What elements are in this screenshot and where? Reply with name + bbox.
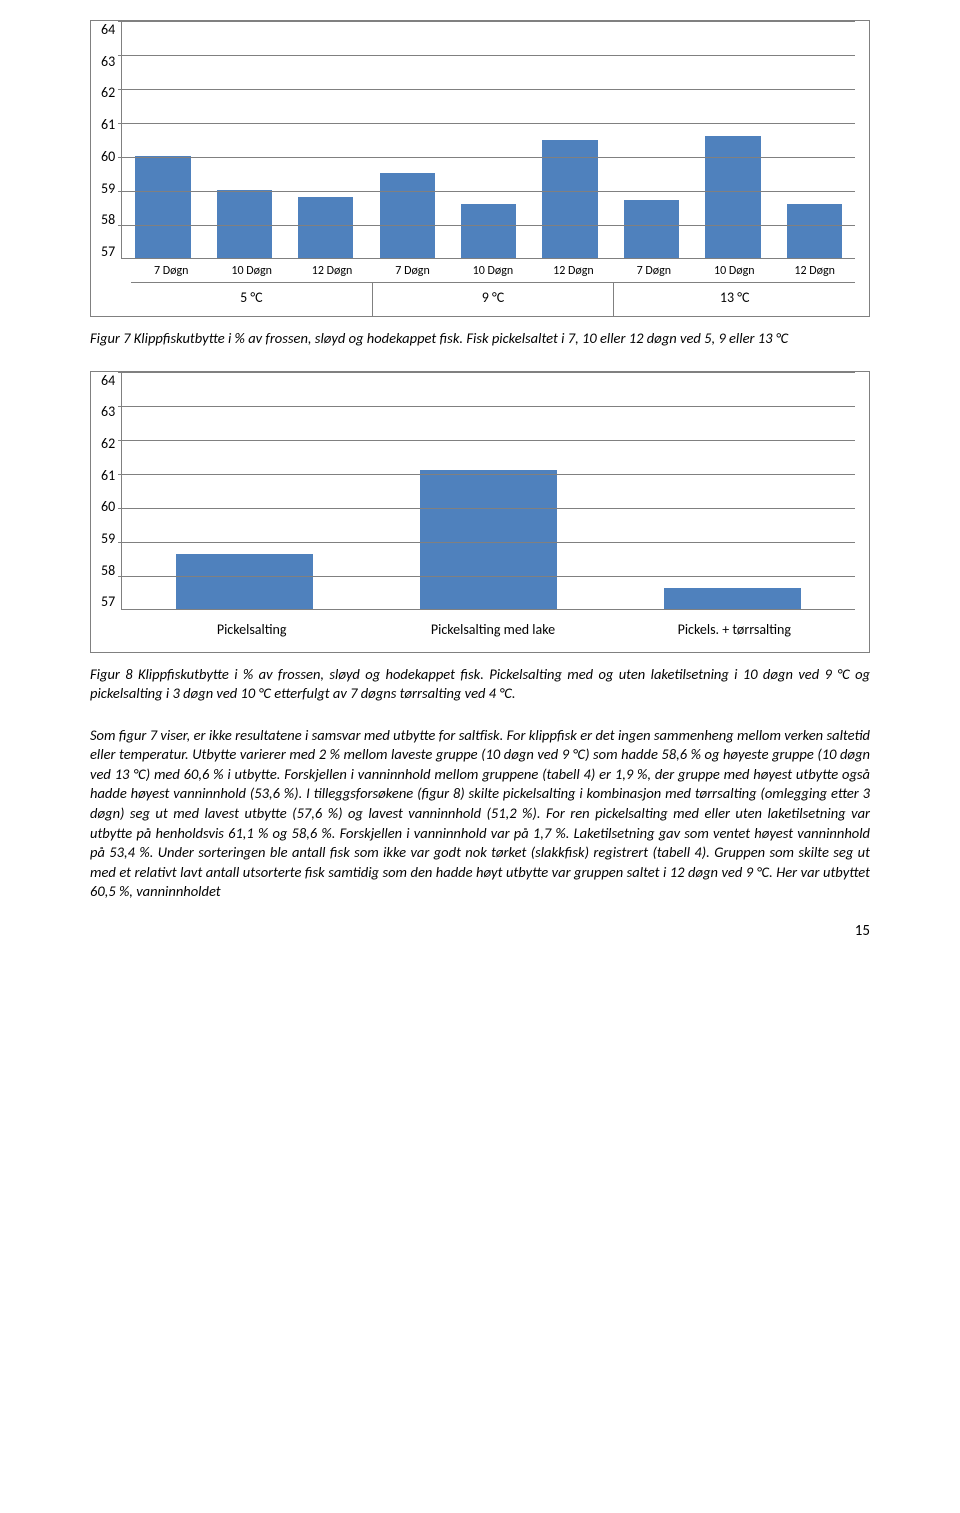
gridline xyxy=(118,21,855,22)
bar-slot xyxy=(611,21,692,258)
bar xyxy=(624,200,679,258)
y-tick-label: 58 xyxy=(101,564,115,578)
body-paragraph: Som figur 7 viser, er ikke resultatene i… xyxy=(90,726,870,902)
bar-slot xyxy=(204,21,285,258)
y-tick-label: 63 xyxy=(101,405,115,419)
bar-slot xyxy=(122,372,366,609)
x-label: 12 Døgn xyxy=(292,259,372,282)
figure-7-caption: Figur 7 Klippfiskutbytte i % av frossen,… xyxy=(90,329,870,349)
x-label: 7 Døgn xyxy=(131,259,211,282)
chart-1-x-labels: 7 Døgn10 Døgn12 Døgn7 Døgn10 Døgn12 Døgn… xyxy=(131,259,855,282)
chart-1-y-axis: 64 63 62 61 60 59 58 57 xyxy=(91,21,121,259)
y-tick-label: 57 xyxy=(101,245,115,259)
bar-slot xyxy=(448,21,529,258)
chart-2-plot xyxy=(121,372,855,610)
gridline xyxy=(118,508,855,509)
bar-slot xyxy=(366,372,610,609)
x-label: Pickels. + tørrsalting xyxy=(614,610,855,652)
x-label: Pickelsalting xyxy=(131,610,372,652)
gridline xyxy=(118,474,855,475)
chart-1: 6463626160595857 7 Døgn10 Døgn12 Døgn7 D… xyxy=(90,20,870,317)
bar xyxy=(705,136,760,258)
gridline xyxy=(118,372,855,373)
bar xyxy=(298,197,353,258)
y-tick-label: 62 xyxy=(101,86,115,100)
y-tick-label: 62 xyxy=(101,437,115,451)
x-label: 12 Døgn xyxy=(775,259,855,282)
gridline xyxy=(118,576,855,577)
chart-1-plot xyxy=(121,21,855,259)
gridline xyxy=(118,191,855,192)
y-tick-label: 64 xyxy=(101,374,115,388)
bar-slot xyxy=(692,21,773,258)
bar-slot xyxy=(366,21,447,258)
bar xyxy=(135,156,190,258)
gridline xyxy=(118,225,855,226)
x-label: 7 Døgn xyxy=(614,259,694,282)
y-tick-label: 60 xyxy=(101,500,115,514)
x-label: 12 Døgn xyxy=(533,259,613,282)
bar xyxy=(420,470,557,609)
y-tick-label: 61 xyxy=(101,469,115,483)
y-tick-label: 58 xyxy=(101,213,115,227)
gridline xyxy=(118,123,855,124)
gridline xyxy=(118,89,855,90)
x-label: 7 Døgn xyxy=(372,259,452,282)
x-label: 10 Døgn xyxy=(211,259,291,282)
bar-slot xyxy=(285,21,366,258)
group-label: 9 °C xyxy=(373,283,615,316)
bar-slot xyxy=(122,21,203,258)
y-tick-label: 64 xyxy=(101,23,115,37)
bar xyxy=(461,204,516,258)
bar-slot xyxy=(529,21,610,258)
gridline xyxy=(118,440,855,441)
bar xyxy=(176,554,313,608)
group-label: 13 °C xyxy=(614,283,855,316)
group-label: 5 °C xyxy=(131,283,373,316)
y-tick-label: 63 xyxy=(101,55,115,69)
y-tick-label: 59 xyxy=(101,532,115,546)
chart-2-x-labels: PickelsaltingPickelsalting med lakePicke… xyxy=(131,610,855,652)
y-tick-label: 60 xyxy=(101,150,115,164)
figure-8-caption: Figur 8 Klippfiskutbytte i % av frossen,… xyxy=(90,665,870,704)
bar-slot xyxy=(774,21,855,258)
y-tick-label: 59 xyxy=(101,182,115,196)
x-label: Pickelsalting med lake xyxy=(372,610,613,652)
chart-1-group-labels: 5 °C9 °C13 °C xyxy=(131,282,855,316)
page-number: 15 xyxy=(90,922,870,940)
x-label: 10 Døgn xyxy=(453,259,533,282)
gridline xyxy=(118,542,855,543)
y-tick-label: 57 xyxy=(101,595,115,609)
gridline xyxy=(118,157,855,158)
bar-slot xyxy=(611,372,855,609)
bar xyxy=(787,204,842,258)
bar xyxy=(380,173,435,258)
bar xyxy=(664,588,801,608)
x-label: 10 Døgn xyxy=(694,259,774,282)
chart-2-y-axis: 64 63 62 61 60 59 58 57 xyxy=(91,372,121,610)
gridline xyxy=(118,406,855,407)
y-tick-label: 61 xyxy=(101,118,115,132)
chart-2: 64 63 62 61 60 59 58 57 PickelsaltingPickelsalt… xyxy=(90,371,870,653)
gridline xyxy=(118,55,855,56)
